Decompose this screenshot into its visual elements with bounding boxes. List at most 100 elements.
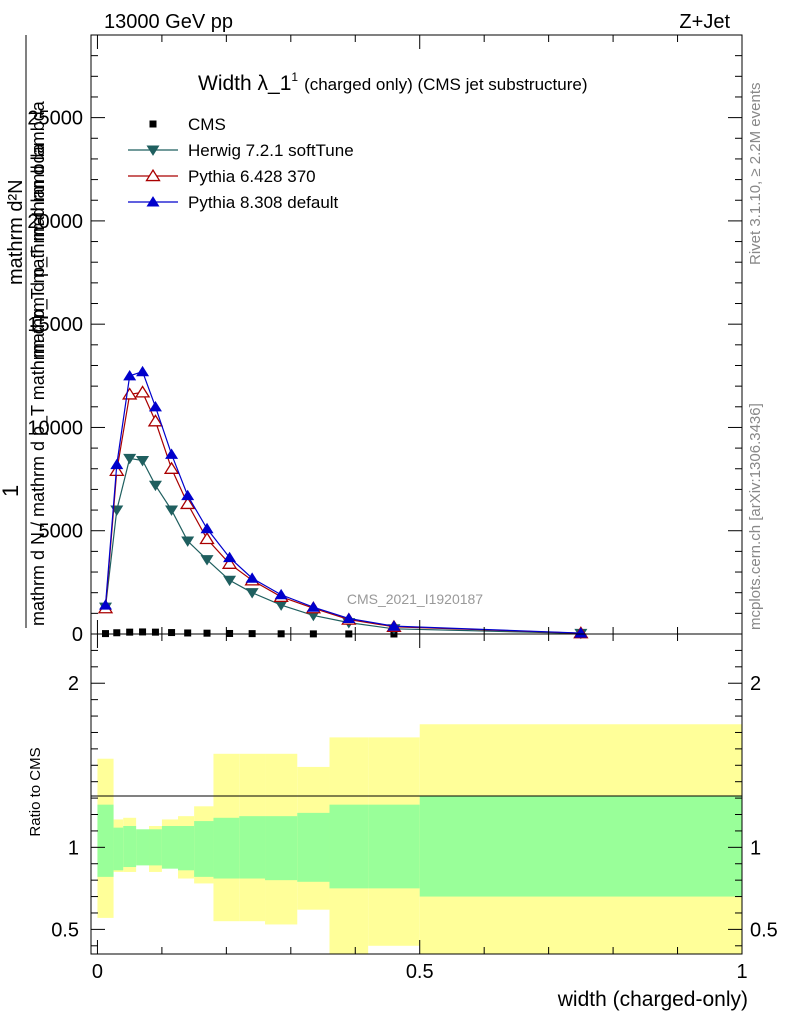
plot-title-main: Width λ_1 <box>198 72 291 95</box>
legend-marker-cms <box>149 120 157 128</box>
ratio-ytick-label-right-2: 2 <box>750 673 761 695</box>
point-cms-4 <box>151 628 159 636</box>
point-pythia-8-308-default-4 <box>148 400 162 412</box>
main-ytick-label-0: 0 <box>72 624 83 646</box>
point-pythia-8-308-default-9 <box>245 572 259 583</box>
ylabel-one: 1 <box>0 485 23 497</box>
ratio-stat-band-10 <box>265 816 298 881</box>
point-pythia-8-308-default-13 <box>387 620 401 631</box>
ratio-stat-band-4 <box>149 829 162 866</box>
point-pythia-8-308-default-1 <box>110 458 124 470</box>
legend-label-cms: CMS <box>188 115 226 134</box>
ratio-stat-band-12 <box>329 804 369 889</box>
point-cms-1 <box>113 629 121 637</box>
xtick-label-1: 0.5 <box>406 961 434 983</box>
main-ytick-label-4: 20000 <box>27 211 83 233</box>
header-right: Z+Jet <box>679 11 730 33</box>
main-ytick-label-3: 15000 <box>27 314 83 336</box>
point-pythia-8-308-default-8 <box>223 551 237 563</box>
series-layer <box>97 365 589 640</box>
legend-label-pythia-6-428-370: Pythia 6.428 370 <box>188 167 316 186</box>
point-pythia-6-428-370-8 <box>221 556 238 569</box>
watermark: CMS_2021_I1920187 <box>347 591 483 607</box>
point-pythia-8-308-default-7 <box>200 522 214 534</box>
ratio-stat-band-7 <box>194 821 214 877</box>
point-pythia-6-428-370-3 <box>134 385 151 398</box>
point-pythia-6-428-370-7 <box>199 531 215 545</box>
xtick-label-2: 1 <box>736 961 747 983</box>
ylabel-top-denominator: mathrm d p_T mathrm d lambda <box>28 100 49 358</box>
point-pythia-8-308-default-11 <box>306 601 320 612</box>
point-herwig-7-2-1-softtune-9 <box>245 588 259 599</box>
main-ytick-label-2: 10000 <box>27 417 83 439</box>
legend-marker-pythia-8-308-default <box>146 196 160 207</box>
ratio-bands <box>97 724 742 954</box>
point-pythia-6-428-370-5 <box>163 461 180 474</box>
point-pythia-8-308-default-6 <box>181 489 195 501</box>
point-cms-8 <box>226 629 234 637</box>
point-herwig-7-2-1-softtune-7 <box>200 555 214 566</box>
ratio-stat-band-6 <box>178 826 195 871</box>
point-pythia-8-308-default-5 <box>165 448 179 459</box>
series-line-pythia-8-308-default <box>104 370 581 634</box>
point-cms-2 <box>126 628 134 636</box>
point-pythia-8-308-default-14 <box>574 627 588 638</box>
ratio-ylabel: Ratio to CMS <box>27 747 44 836</box>
ratio-stat-band-0 <box>97 804 114 877</box>
legend-label-pythia-8-308-default: Pythia 8.308 default <box>188 193 339 212</box>
ratio-ytick-label-left-0: 0.5 <box>51 919 79 941</box>
point-pythia-8-308-default-12 <box>342 612 356 624</box>
point-herwig-7-2-1-softtune-11 <box>306 610 320 622</box>
ratio-stat-band-13 <box>368 804 420 889</box>
ratio-stat-band-9 <box>239 816 266 879</box>
legend: CMS Herwig 7.2.1 softTune Pythia 6.428 370… <box>128 115 354 212</box>
point-cms-5 <box>168 629 176 637</box>
point-herwig-7-2-1-softtune-3 <box>136 455 150 467</box>
ratio-stat-band-2 <box>123 826 137 868</box>
ratio-stat-band-11 <box>297 812 330 882</box>
point-cms-6 <box>184 629 192 637</box>
point-herwig-7-2-1-softtune-10 <box>274 600 288 611</box>
point-pythia-8-308-default-2 <box>123 369 137 381</box>
main-ytick-label-5: 25000 <box>27 108 83 130</box>
ratio-stat-band-1 <box>113 827 124 871</box>
legend-marker-herwig-7-2-1-softtune <box>146 145 160 156</box>
point-pythia-8-308-default-0 <box>99 599 113 610</box>
ratio-stat-band-14 <box>419 796 742 897</box>
xtick-label-0: 0 <box>92 961 103 983</box>
ratio-stat-band-3 <box>136 829 150 866</box>
point-pythia-8-308-default-10 <box>274 588 288 600</box>
point-herwig-7-2-1-softtune-2 <box>123 453 137 465</box>
legend-label-herwig-7-2-1-softtune: Herwig 7.2.1 softTune <box>188 141 354 160</box>
point-pythia-8-308-default-3 <box>136 365 150 377</box>
series-line-herwig-7-2-1-softtune <box>104 457 581 634</box>
main-ytick-label-1: 5000 <box>39 521 84 543</box>
point-cms-7 <box>203 629 211 637</box>
point-herwig-7-2-1-softtune-6 <box>181 536 195 547</box>
mcplots-label: mcplots.cern.ch [arXiv:1306.3436] <box>747 403 764 630</box>
point-herwig-7-2-1-softtune-8 <box>223 575 237 587</box>
point-herwig-7-2-1-softtune-4 <box>148 480 162 492</box>
ratio-ytick-label-left-1: 1 <box>68 837 79 859</box>
ratio-stat-band-5 <box>161 826 179 869</box>
ratio-stat-band-8 <box>213 817 240 879</box>
ylabel-top-numerator: mathrm d²N <box>5 179 27 285</box>
plot-title: Width λ_11 (charged only) (CMS jet substr… <box>198 70 588 95</box>
point-cms-3 <box>139 628 147 636</box>
point-herwig-7-2-1-softtune-5 <box>165 505 179 516</box>
ylabel-long: mathrm d N / mathrm d p_T mathrm d p_T m… <box>28 143 49 626</box>
header-left: 13000 GeV pp <box>104 11 233 33</box>
legend-marker-pythia-6-428-370 <box>145 168 161 182</box>
point-pythia-6-428-370-6 <box>180 496 196 510</box>
ratio-plot-frame <box>90 633 743 955</box>
rivet-version-label: Rivet 3.1.10, ≥ 2.2M events <box>747 83 764 266</box>
ratio-ytick-label-right-1: 1 <box>750 837 761 859</box>
series-line-pythia-6-428-370 <box>104 391 581 634</box>
ratio-ytick-label-right-0: 0.5 <box>750 919 778 941</box>
ratio-ytick-label-left-2: 2 <box>68 673 79 695</box>
x-axis-label: width (charged-only) <box>557 988 748 1011</box>
plot-title-tail: (charged only) (CMS jet substructure) <box>304 75 587 94</box>
point-pythia-6-428-370-4 <box>147 414 164 427</box>
